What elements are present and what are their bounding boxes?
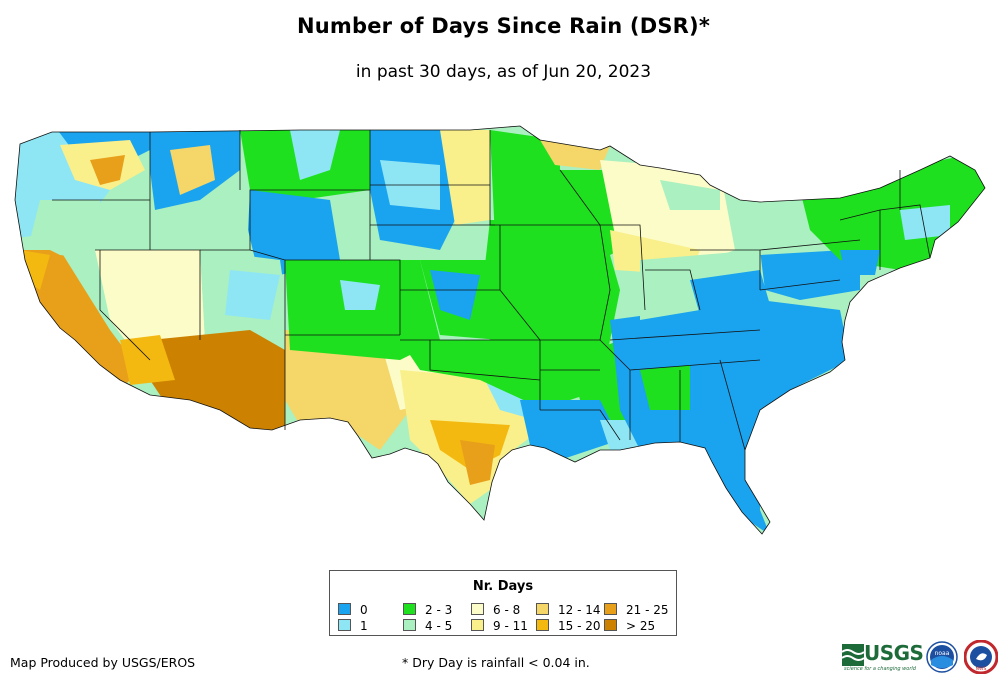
footnote-text: * Dry Day is rainfall < 0.04 in.	[402, 655, 590, 670]
legend-swatch	[338, 603, 351, 615]
svg-text:NWS: NWS	[976, 666, 987, 672]
legend-swatch	[338, 619, 351, 631]
legend-item: 15 - 20	[536, 619, 601, 632]
legend-item: 4 - 5	[403, 619, 452, 632]
legend-item: 2 - 3	[403, 603, 452, 616]
usgs-tagline: science for a changing world	[844, 666, 916, 672]
legend-item: > 25	[604, 619, 655, 632]
legend-swatch	[604, 603, 617, 615]
nws-logo-icon: NWS	[964, 640, 998, 674]
legend: Nr. Days 0 1 2 - 3 4 - 5 6 - 8 9 - 11 12…	[329, 570, 677, 636]
legend-swatch	[604, 619, 617, 631]
legend-item: 1	[338, 619, 368, 632]
legend-swatch	[471, 603, 484, 615]
agency-logos: USGS science for a changing world noaa N…	[842, 640, 1002, 676]
map-subtitle: in past 30 days, as of Jun 20, 2023	[355, 62, 652, 82]
legend-item: 0	[338, 603, 368, 616]
legend-item: 6 - 8	[471, 603, 520, 616]
legend-swatch	[536, 619, 549, 631]
legend-swatch	[403, 603, 416, 615]
usgs-logo-icon	[842, 644, 864, 666]
state-borders	[14, 125, 986, 535]
us-days-since-rain-map	[14, 125, 986, 535]
svg-text:noaa: noaa	[935, 650, 950, 657]
legend-swatch	[403, 619, 416, 631]
legend-item: 21 - 25	[604, 603, 669, 616]
legend-swatch	[471, 619, 484, 631]
legend-item: 9 - 11	[471, 619, 528, 632]
rain-regions	[15, 126, 985, 534]
usgs-logo-text: USGS	[864, 641, 924, 665]
legend-swatch	[536, 603, 549, 615]
map-title: Number of Days Since Rain (DSR)*	[296, 14, 711, 38]
noaa-logo-icon: noaa	[926, 641, 958, 673]
credit-text: Map Produced by USGS/EROS	[10, 655, 196, 670]
legend-item: 12 - 14	[536, 603, 601, 616]
legend-title: Nr. Days	[472, 579, 534, 594]
